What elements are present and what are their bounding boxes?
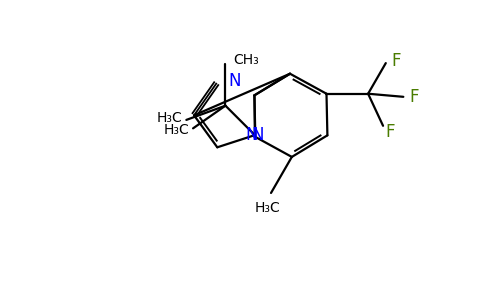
Text: H₃C: H₃C (157, 111, 182, 125)
Text: F: F (392, 52, 401, 70)
Text: N: N (246, 126, 258, 144)
Text: F: F (385, 123, 394, 141)
Text: H₃C: H₃C (254, 201, 280, 215)
Text: F: F (409, 88, 419, 106)
Text: N: N (251, 126, 264, 144)
Text: CH₃: CH₃ (233, 53, 259, 67)
Text: N: N (228, 72, 241, 90)
Text: H₃C: H₃C (164, 123, 189, 137)
